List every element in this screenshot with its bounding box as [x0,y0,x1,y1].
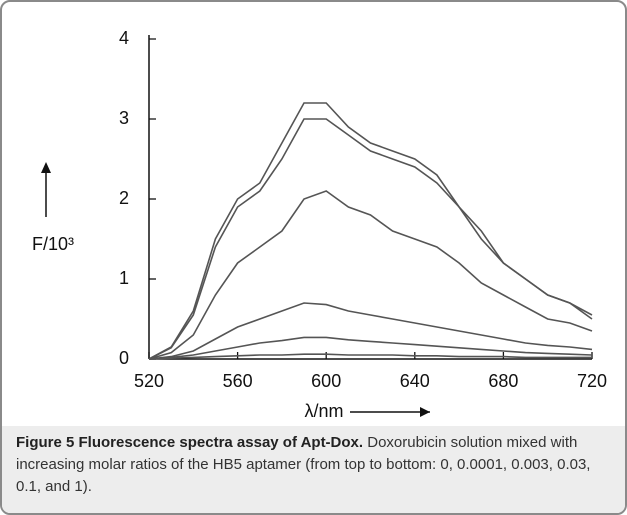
y-tick-label: 0 [119,348,129,368]
spectrum-line [148,353,592,360]
caption-box: Figure 5 Fluorescence spectra assay of A… [2,426,625,513]
x-axis-label: λ/nm [304,401,343,421]
x-tick-label: 560 [223,371,253,391]
y-tick-label: 1 [119,268,129,288]
x-tick-label: 680 [488,371,518,391]
spectrum-line [148,302,593,360]
x-tick-label: 600 [311,371,341,391]
y-tick-label: 2 [119,188,129,208]
y-axis-label: F/10³ [32,234,74,254]
spectrum-line [148,190,593,360]
x-tick-label: 720 [577,371,607,391]
y-arrow-head [41,162,51,173]
caption-title: Figure 5 Fluorescence spectra assay of A… [16,434,364,451]
y-tick-label: 4 [119,28,129,48]
spectrum-line [148,102,593,360]
chart: λ/nm F/10³ 0 1 2 3 4 520 560 600 640 680 720 [32,28,607,421]
spectrum-line [148,336,593,360]
y-tick-label: 3 [119,108,129,128]
spectrum-line [148,118,593,360]
x-tick-label: 640 [400,371,430,391]
x-arrow-head [420,407,430,417]
caption-text: Doxorubicin solution mixed with increasi… [16,434,591,495]
caption: Figure 5 Fluorescence spectra assay of A… [16,432,611,498]
x-tick-label: 520 [134,371,164,391]
